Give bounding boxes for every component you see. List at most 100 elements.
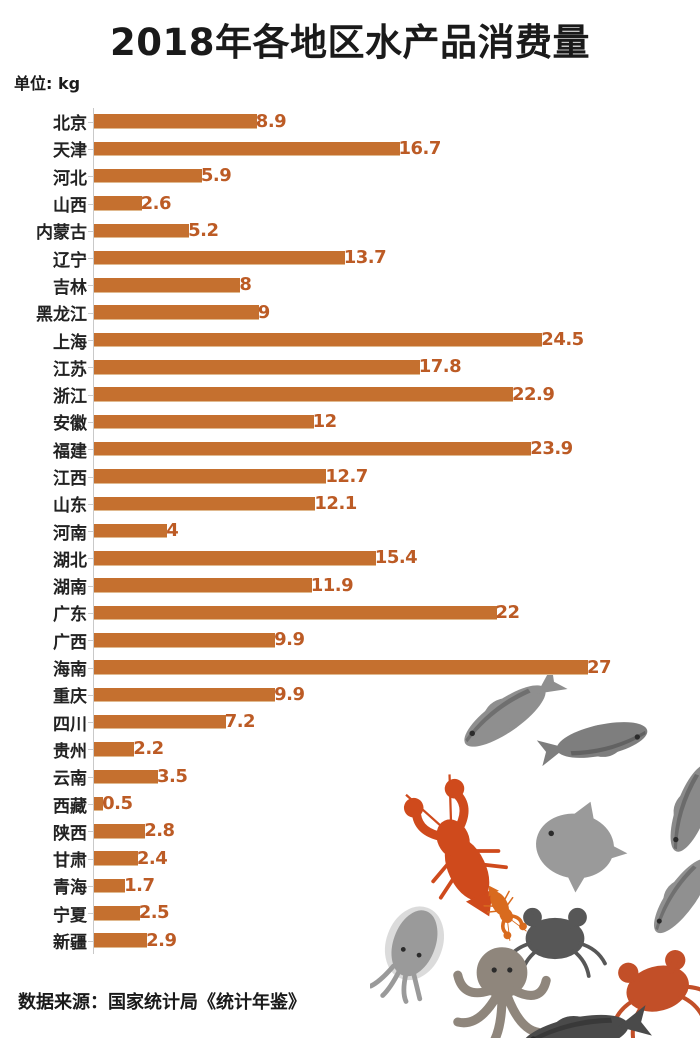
bar-track: 2.6 [88,189,700,218]
bar-track: 24.5 [88,326,700,354]
value-label: 15.4 [374,547,418,569]
bar-track: 12.1 [88,490,700,518]
bar-track: 1.7 [88,872,700,900]
category-label: 新疆 [53,933,87,954]
value-label: 17.8 [418,356,462,378]
bar-track: 22 [88,599,700,627]
value-bar [94,305,259,320]
value-bar [94,414,314,430]
chart-row: 内蒙古 5.2 [0,217,700,245]
chart-row: 河南 4 [0,517,700,545]
value-bar [94,605,497,621]
value-bar [94,168,202,184]
value-label: 9.9 [274,629,305,651]
value-label: 27 [587,656,612,678]
category-label: 贵州 [53,741,87,762]
value-label: 24.5 [541,329,584,351]
bar-track: 8 [88,271,700,300]
chart-row: 福建 23.9 [0,435,700,463]
category-label: 青海 [53,878,87,899]
bar-track: 5.9 [88,162,700,190]
chart-row: 四川 7.2 [0,708,700,736]
value-label: 2.4 [136,847,168,869]
value-label: 22 [495,601,521,623]
category-label: 北京 [53,114,87,135]
value-label: 8 [239,274,252,296]
category-label: 四川 [53,714,87,735]
bar-chart: 北京 8.9 天津 16.7 河北 5.9 山西 2.6 内蒙古 5.2 [0,108,700,955]
value-bar [94,387,513,402]
bar-track: 8.9 [88,108,700,136]
value-label: 12.1 [314,492,357,514]
chart-row: 河北 5.9 [0,162,700,190]
bar-track: 2.8 [88,817,700,846]
value-bar [94,196,142,211]
value-label: 13.7 [343,247,387,269]
chart-row: 海南 27 [0,653,700,682]
value-bar [94,223,190,239]
chart-row: 安徽 12 [0,408,700,436]
chart-row: 黑龙江 9 [0,299,700,327]
bar-track: 3.5 [88,763,700,791]
category-label: 内蒙古 [36,223,87,244]
bar-track: 2.9 [88,926,700,955]
value-bar [94,551,376,566]
value-label: 2.9 [146,929,177,951]
bar-track: 4 [88,517,700,545]
bar-track: 9.9 [88,626,700,654]
bar-track: 7.2 [88,708,700,736]
category-label: 福建 [53,441,87,462]
chart-title: 2018年各地区水产品消费量 [110,21,590,64]
value-label: 3.5 [157,765,188,787]
value-bar [94,742,135,757]
value-bar [94,796,104,812]
value-label: 9.9 [274,683,305,705]
value-bar [94,769,158,785]
bar-track: 12 [88,408,700,436]
category-label: 吉林 [53,277,87,298]
category-label: 辽宁 [53,250,87,271]
chart-row: 广东 22 [0,599,700,627]
value-label: 2.5 [138,902,170,924]
bar-track: 12.7 [88,462,700,491]
chart-row: 新疆 2.9 [0,926,700,955]
value-label: 1.7 [124,874,155,896]
category-label: 江西 [53,469,87,489]
value-bar [94,578,312,593]
bar-track: 9 [88,299,700,327]
category-label: 湖南 [53,578,87,599]
category-label: 河南 [53,523,87,544]
value-label: 5.2 [188,219,219,241]
chart-row: 甘肃 2.4 [0,845,700,873]
chart-row: 宁夏 2.5 [0,899,700,927]
value-label: 2.2 [133,738,164,760]
value-bar [94,714,226,730]
value-bar [94,141,400,157]
value-bar [94,633,276,648]
chart-row: 浙江 22.9 [0,380,700,409]
value-label: 16.7 [398,137,442,159]
bar-track: 27 [88,653,700,682]
chart-row: 重庆 9.9 [0,681,700,709]
value-bar [94,360,420,375]
bar-track: 15.4 [88,544,700,573]
category-label: 山东 [53,496,87,517]
chart-row: 山东 12.1 [0,490,700,518]
value-bar [94,687,276,703]
category-label: 上海 [53,332,87,353]
chart-row: 湖北 15.4 [0,544,700,573]
bar-track: 17.8 [88,353,700,381]
unit-label: 单位: kg [14,74,81,93]
chart-row: 青海 1.7 [0,872,700,900]
source-note: 数据来源：国家统计局《统计年鉴》 [18,992,306,1013]
bar-track: 9.9 [88,681,700,709]
value-label: 8.9 [255,110,287,132]
value-bar [94,906,140,921]
value-bar [94,523,168,539]
bar-track: 13.7 [88,244,700,272]
octopus-icon [458,948,546,1038]
bar-track: 22.9 [88,380,700,409]
bar-track: 11.9 [88,572,700,600]
chart-row: 山西 2.6 [0,189,700,218]
value-label: 12.7 [325,465,368,487]
